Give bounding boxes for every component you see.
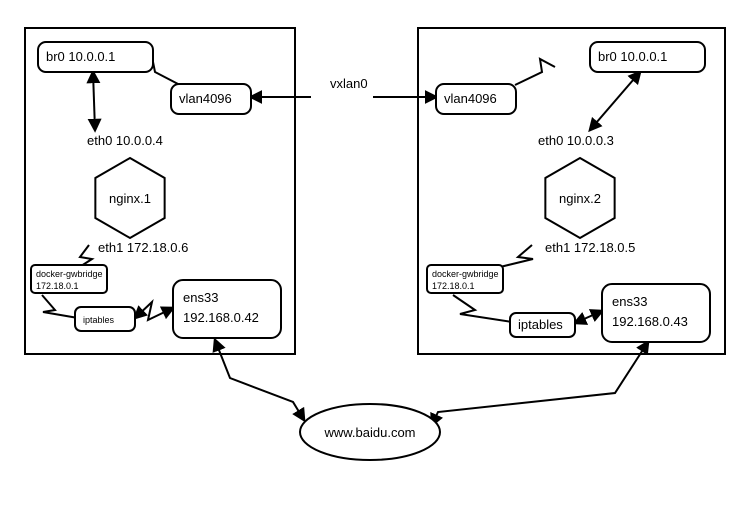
edge bbox=[135, 302, 173, 320]
edge bbox=[515, 59, 555, 85]
edge bbox=[93, 72, 95, 130]
br0_l-label: br0 10.0.0.1 bbox=[46, 49, 115, 64]
eth0_l: eth0 10.0.0.4 bbox=[87, 133, 163, 148]
gw_r-label1: docker-gwbridge bbox=[432, 269, 499, 279]
vlan_l-label: vlan4096 bbox=[179, 91, 232, 106]
baidu-label: www.baidu.com bbox=[323, 425, 415, 440]
ens_l-label1: ens33 bbox=[183, 290, 218, 305]
edge bbox=[42, 295, 78, 318]
edge bbox=[575, 311, 602, 323]
ens_l bbox=[173, 280, 281, 338]
ipt_r-label: iptables bbox=[518, 317, 563, 332]
gw_l-label2: 172.18.0.1 bbox=[36, 281, 79, 291]
ens_r-label1: ens33 bbox=[612, 294, 647, 309]
nginx1-label: nginx.1 bbox=[109, 191, 151, 206]
gw_l-label1: docker-gwbridge bbox=[36, 269, 103, 279]
gw_r-label2: 172.18.0.1 bbox=[432, 281, 475, 291]
ipt_l-label: iptables bbox=[83, 315, 115, 325]
eth0_r: eth0 10.0.0.3 bbox=[538, 133, 614, 148]
eth1_r: eth1 172.18.0.5 bbox=[545, 240, 635, 255]
vlan_r-label: vlan4096 bbox=[444, 91, 497, 106]
br0_r-label: br0 10.0.0.1 bbox=[598, 49, 667, 64]
edge bbox=[215, 340, 304, 420]
edge bbox=[590, 72, 640, 130]
edge-label: vxlan0 bbox=[330, 76, 368, 91]
edge bbox=[500, 245, 533, 267]
ens_l-label2: 192.168.0.42 bbox=[183, 310, 259, 325]
edge bbox=[453, 295, 512, 322]
eth1_l: eth1 172.18.0.6 bbox=[98, 240, 188, 255]
nginx2-label: nginx.2 bbox=[559, 191, 601, 206]
ens_r-label2: 192.168.0.43 bbox=[612, 314, 688, 329]
ens_r bbox=[602, 284, 710, 342]
